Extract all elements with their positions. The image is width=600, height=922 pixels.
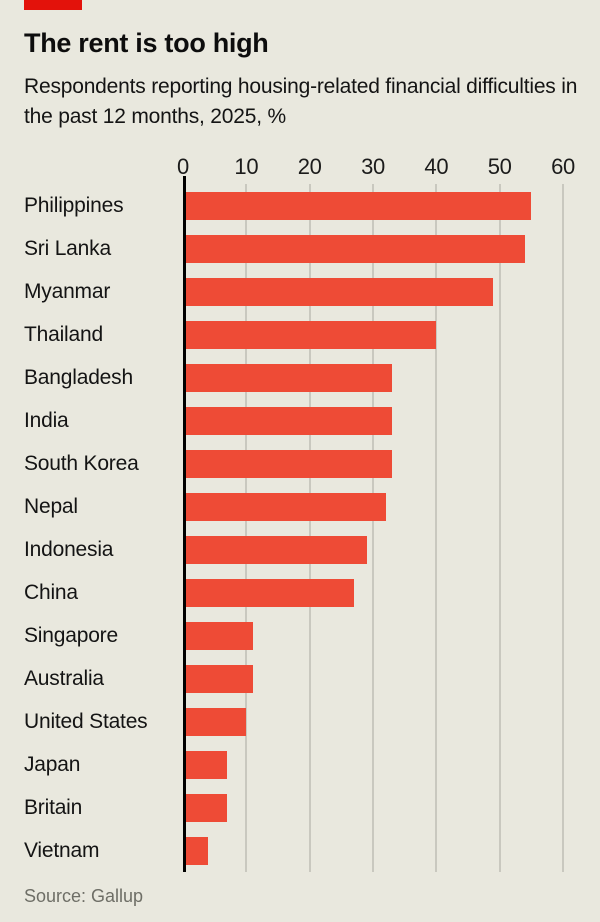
bar: [183, 363, 392, 392]
bar: [183, 277, 494, 306]
category-label: India: [24, 408, 69, 432]
bar: [183, 535, 367, 564]
bar: [183, 191, 532, 220]
category-label: Bangladesh: [24, 365, 133, 389]
x-axis-tick-label: 20: [297, 154, 322, 179]
category-label: Sri Lanka: [24, 236, 111, 260]
chart-row: India: [24, 399, 600, 442]
chart-row: Japan: [24, 743, 600, 786]
gridline: [435, 184, 438, 872]
chart-row: Myanmar: [24, 270, 600, 313]
chart-row: Thailand: [24, 313, 600, 356]
chart-subtitle: Respondents reporting housing-related fi…: [24, 75, 578, 128]
category-label: Singapore: [24, 623, 118, 647]
bar-track: [183, 657, 600, 700]
gridline: [245, 184, 248, 872]
gridline: [498, 184, 501, 872]
bar: [183, 234, 525, 263]
bar-track: [183, 700, 600, 743]
bar: [183, 492, 386, 521]
category-label: Myanmar: [24, 279, 111, 303]
zero-axis-line: [183, 176, 186, 872]
x-axis-tick-label: 0: [177, 154, 189, 179]
category-label: Vietnam: [24, 838, 100, 862]
bar-track: [183, 786, 600, 829]
gridlines: [183, 184, 600, 872]
bar-track: [183, 614, 600, 657]
bar: [183, 836, 209, 865]
chart-row: Indonesia: [24, 528, 600, 571]
category-label: Thailand: [24, 322, 103, 346]
category-label: Nepal: [24, 494, 78, 518]
chart-row: Singapore: [24, 614, 600, 657]
bar-chart: Philippines Sri Lanka Myanmar Thailand Bangl…: [24, 176, 600, 872]
bar-track: [183, 399, 600, 442]
gridline: [308, 184, 311, 872]
bar-track: [183, 227, 600, 270]
x-axis: 0 10 20 30 40 50 60: [177, 152, 600, 184]
chart-row: South Korea: [24, 442, 600, 485]
bar: [183, 621, 253, 650]
source-note: Source: Gallup: [24, 886, 144, 906]
bar-track: [183, 442, 600, 485]
chart-row: Sri Lanka: [24, 227, 600, 270]
category-label: Australia: [24, 666, 104, 690]
x-axis-tick-label: 10: [234, 154, 259, 179]
category-label: Britain: [24, 795, 83, 819]
bar: [183, 793, 228, 822]
x-axis-tick-label: 50: [487, 154, 512, 179]
gridline: [372, 184, 374, 872]
bar-track: [183, 313, 600, 356]
bar-track: [183, 485, 600, 528]
bar: [183, 449, 392, 478]
chart-row: Bangladesh: [24, 356, 600, 399]
category-label: United States: [24, 709, 148, 733]
x-axis-tick-label: 40: [424, 154, 449, 179]
chart-title: The rent is too high: [24, 28, 269, 58]
chart-row: Nepal: [24, 485, 600, 528]
bar: [183, 320, 437, 349]
x-axis-tick-label: 30: [361, 154, 385, 179]
bar-track: [183, 743, 600, 786]
chart-row: Britain: [24, 786, 600, 829]
bar-track: [183, 528, 600, 571]
category-label: South Korea: [24, 451, 139, 475]
chart-row: Vietnam: [24, 829, 600, 872]
bar: [183, 750, 228, 779]
bar: [183, 707, 247, 736]
chart-row: United States: [24, 700, 600, 743]
category-label: Indonesia: [24, 537, 114, 561]
bar-track: [183, 829, 600, 872]
brand-red-tag: [24, 0, 82, 10]
x-axis-tick-label: 60: [551, 154, 575, 179]
category-label: China: [24, 580, 78, 604]
bar-track: [183, 356, 600, 399]
bar-track: [183, 184, 600, 227]
bar-track: [183, 270, 600, 313]
bar: [183, 578, 354, 607]
bar: [183, 664, 253, 693]
chart-row: Philippines: [24, 184, 600, 227]
category-label: Japan: [24, 752, 81, 776]
gridline: [562, 184, 564, 872]
chart-row: China: [24, 571, 600, 614]
bar-track: [183, 571, 600, 614]
category-label: Philippines: [24, 193, 124, 217]
chart-row: Australia: [24, 657, 600, 700]
bar: [183, 406, 392, 435]
